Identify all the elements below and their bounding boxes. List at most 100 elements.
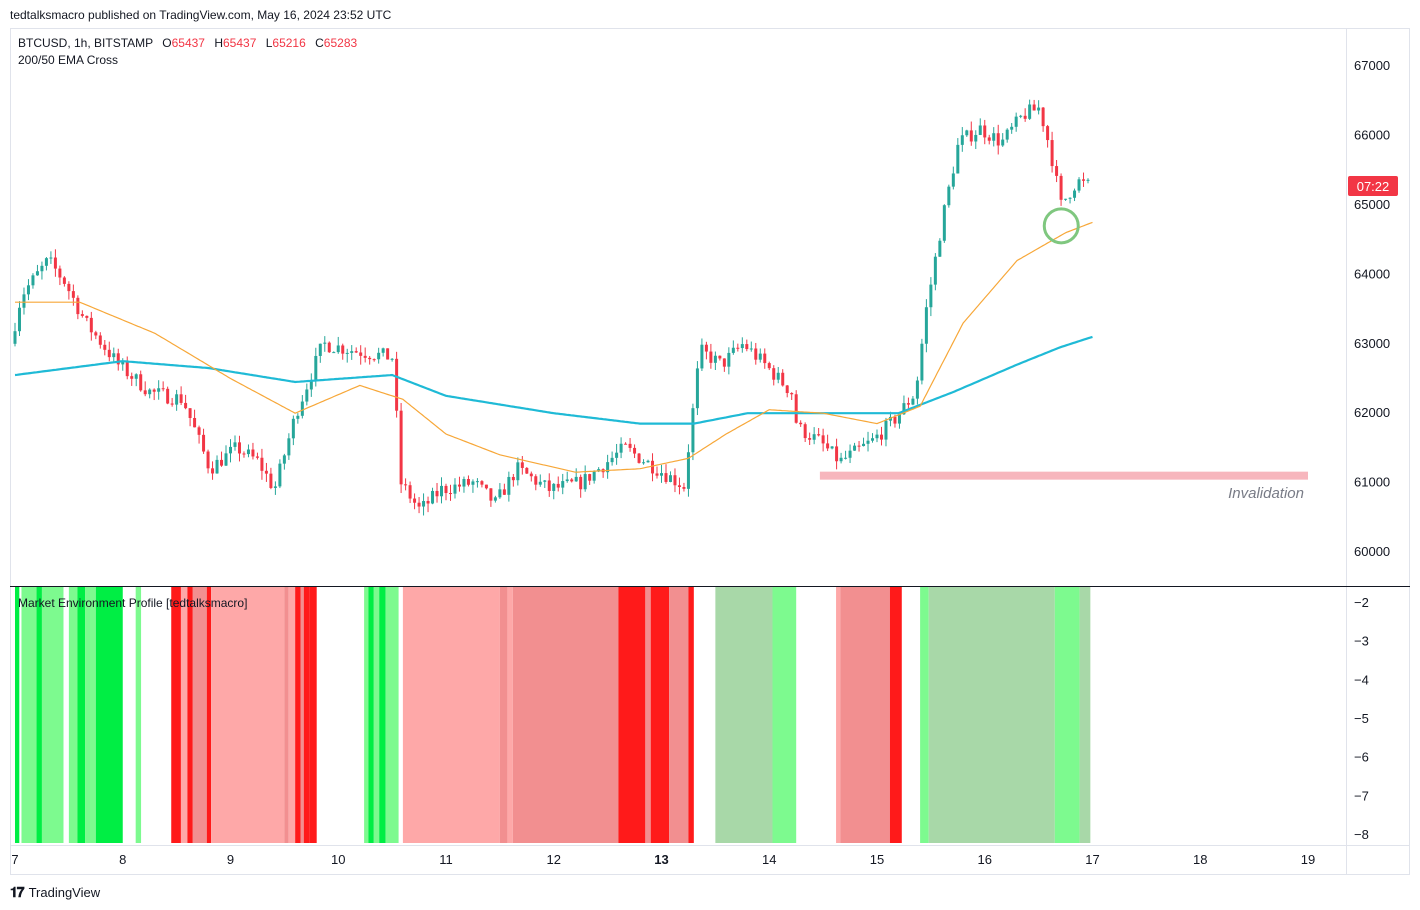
- candle-body: [857, 445, 861, 447]
- environment-band: [772, 587, 797, 843]
- candle-body: [35, 271, 39, 276]
- candle-body: [269, 473, 273, 488]
- candle-body: [197, 427, 201, 435]
- candle-body: [664, 473, 668, 482]
- candle-body: [902, 403, 906, 415]
- time-tick-label: 8: [119, 852, 126, 867]
- candle-body: [188, 408, 192, 418]
- time-tick-label: 7: [11, 852, 18, 867]
- time-tick-label: 14: [762, 852, 776, 867]
- environment-band: [840, 587, 890, 843]
- candle-body: [660, 473, 663, 476]
- environment-band: [650, 587, 670, 843]
- candle-body: [767, 363, 771, 369]
- environment-band: [211, 587, 285, 843]
- time-tick-label: 17: [1085, 852, 1099, 867]
- indicator-tick-label: −4: [1354, 672, 1369, 687]
- candle-body: [538, 481, 542, 485]
- indicator-tick-label: −8: [1354, 827, 1369, 842]
- candle-body: [71, 291, 75, 298]
- environment-band: [77, 587, 86, 843]
- candle-body: [906, 403, 910, 405]
- candle-body: [264, 470, 268, 474]
- environment-band: [295, 587, 301, 843]
- candle-body: [781, 372, 785, 386]
- candle-body: [184, 402, 188, 409]
- candle-body: [610, 457, 614, 463]
- candle-body: [552, 483, 556, 491]
- candle-body: [749, 348, 753, 350]
- candle-body: [987, 137, 991, 141]
- candle-body: [606, 462, 610, 473]
- ema-lines: [14, 221, 1093, 473]
- candle-body: [996, 133, 1000, 146]
- candle-body: [309, 380, 313, 390]
- candle-body: [992, 133, 996, 141]
- environment-band: [618, 587, 646, 843]
- environment-band: [41, 587, 64, 843]
- candle-body: [871, 438, 875, 441]
- candle-body: [22, 294, 26, 308]
- environment-band: [192, 587, 207, 843]
- price-tick-label: 66000: [1354, 128, 1390, 143]
- candle-body: [740, 344, 744, 349]
- candle-body: [893, 416, 897, 424]
- candle-body: [682, 487, 686, 489]
- candle-body: [561, 481, 565, 488]
- candle-body: [727, 352, 731, 367]
- environment-band: [300, 587, 304, 843]
- candle-body: [215, 459, 219, 474]
- environment-band: [889, 587, 902, 843]
- environment-band: [645, 587, 651, 843]
- candle-body: [790, 393, 794, 395]
- candle-body: [516, 462, 520, 481]
- candle-body: [821, 435, 825, 444]
- candle-body: [583, 474, 587, 490]
- candle-body: [1068, 197, 1072, 199]
- candle-body: [26, 285, 30, 295]
- candle-body: [359, 352, 363, 356]
- footer-brand: TradingView: [28, 885, 101, 900]
- invalidation-zone: [819, 471, 1308, 480]
- candle-body: [40, 265, 44, 272]
- price-tick-label: 61000: [1354, 475, 1390, 490]
- candle-body: [929, 284, 933, 308]
- time-tick-label: 13: [654, 852, 668, 867]
- candle-body: [67, 283, 71, 292]
- candle-body: [471, 481, 475, 485]
- candle-body: [148, 389, 152, 395]
- candle-body: [713, 355, 717, 363]
- candle-body: [112, 353, 116, 358]
- time-axis: 7 8 9 10 11 12 13 14 15 16 17 18 19: [11, 852, 1315, 867]
- candle-body: [1077, 179, 1081, 191]
- candle-body: [686, 452, 690, 489]
- indicator-tick-label: −3: [1354, 634, 1369, 649]
- candle-body: [1086, 179, 1090, 181]
- candle-body: [31, 275, 35, 286]
- candle-body: [1055, 166, 1059, 176]
- candle-body: [332, 352, 336, 354]
- candle-body: [637, 453, 641, 463]
- time-tick-label: 15: [870, 852, 884, 867]
- candle-body: [1082, 179, 1086, 181]
- environment-band: [309, 587, 317, 843]
- time-tick-label: 11: [439, 852, 453, 867]
- candle-body: [206, 451, 210, 469]
- candle-body: [395, 358, 399, 411]
- candle-body: [844, 457, 848, 459]
- candle-body: [646, 460, 650, 463]
- candle-body: [498, 489, 502, 498]
- candle-body: [969, 130, 973, 142]
- candle-body: [305, 389, 309, 402]
- candle-body: [381, 348, 385, 353]
- candle-body: [520, 462, 524, 468]
- candle-body: [58, 268, 62, 278]
- candle-body: [390, 358, 394, 360]
- candle-body: [951, 173, 955, 187]
- price-tick-label: 62000: [1354, 405, 1390, 420]
- low-value: 65216: [272, 36, 306, 50]
- chart-frame: [10, 28, 1410, 875]
- candle-body: [404, 484, 408, 486]
- candle-body: [579, 476, 583, 490]
